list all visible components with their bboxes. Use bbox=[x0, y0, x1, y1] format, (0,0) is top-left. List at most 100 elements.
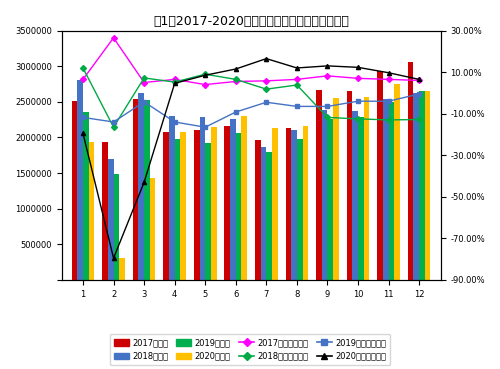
2020年同比增长率 bbox=[324, 64, 330, 68]
Bar bbox=[255, 139, 260, 280]
2018年同比增长率 bbox=[386, 118, 392, 122]
2018年同比增长率 bbox=[233, 77, 239, 82]
2018年同比增长率 bbox=[80, 66, 86, 70]
Line: 2019年同比增长率: 2019年同比增长率 bbox=[81, 92, 421, 129]
2020年同比增长率 bbox=[264, 56, 270, 61]
Line: 2017年同比增长率: 2017年同比增长率 bbox=[81, 36, 421, 87]
Bar bbox=[150, 178, 156, 280]
Bar bbox=[425, 91, 430, 280]
Bar bbox=[352, 111, 358, 280]
2018年同比增长率 bbox=[172, 80, 177, 84]
2017年同比增长率 bbox=[202, 82, 208, 87]
2019年同比增长率 bbox=[141, 100, 147, 104]
2019年同比增长率 bbox=[355, 99, 361, 103]
2019年同比增长率 bbox=[80, 115, 86, 120]
Bar bbox=[316, 90, 322, 280]
Bar bbox=[328, 119, 333, 280]
Bar bbox=[180, 132, 186, 280]
Bar bbox=[388, 102, 394, 280]
Bar bbox=[83, 112, 88, 280]
2019年同比增长率 bbox=[110, 120, 116, 124]
2017年同比增长率 bbox=[294, 77, 300, 82]
2017年同比增长率 bbox=[141, 80, 147, 85]
2019年同比增长率 bbox=[202, 125, 208, 130]
2018年同比增长率 bbox=[264, 87, 270, 92]
Bar bbox=[102, 142, 108, 280]
Bar bbox=[224, 126, 230, 280]
Bar bbox=[297, 139, 302, 280]
Bar bbox=[200, 117, 205, 280]
Bar bbox=[378, 71, 383, 280]
Bar bbox=[174, 139, 180, 280]
2019年同比增长率 bbox=[172, 120, 177, 124]
2018年同比增长率 bbox=[141, 76, 147, 80]
Title: 图1：2017-2020年月度汽车销量及同比变化情况: 图1：2017-2020年月度汽车销量及同比变化情况 bbox=[153, 15, 349, 28]
Bar bbox=[346, 91, 352, 280]
2019年同比增长率 bbox=[233, 110, 239, 114]
Bar bbox=[414, 93, 419, 280]
2020年同比增长率 bbox=[202, 73, 208, 77]
Bar bbox=[419, 91, 425, 280]
Bar bbox=[272, 128, 278, 280]
Bar bbox=[408, 62, 414, 280]
Bar bbox=[383, 99, 388, 280]
Bar bbox=[260, 147, 266, 280]
2018年同比增长率 bbox=[202, 72, 208, 76]
2020年同比增长率 bbox=[141, 180, 147, 184]
Bar bbox=[144, 100, 150, 280]
Bar bbox=[211, 127, 216, 280]
2017年同比增长率 bbox=[386, 77, 392, 82]
2020年同比增长率 bbox=[386, 70, 392, 75]
2019年同比增长率 bbox=[294, 104, 300, 108]
2019年同比增长率 bbox=[386, 99, 392, 103]
Bar bbox=[114, 175, 119, 280]
2018年同比增长率 bbox=[416, 117, 422, 122]
Bar bbox=[358, 117, 364, 280]
Bar bbox=[394, 84, 400, 280]
2017年同比增长率 bbox=[110, 36, 116, 40]
Bar bbox=[242, 116, 247, 280]
2020年同比增长率 bbox=[416, 77, 422, 82]
Bar bbox=[133, 99, 138, 280]
Bar bbox=[236, 133, 242, 280]
2020年同比增长率 bbox=[355, 65, 361, 69]
Bar bbox=[138, 93, 144, 280]
Bar bbox=[88, 142, 94, 280]
2018年同比增长率 bbox=[355, 117, 361, 121]
Bar bbox=[364, 97, 370, 280]
2020年同比增长率 bbox=[80, 131, 86, 136]
2017年同比增长率 bbox=[324, 74, 330, 78]
2020年同比增长率 bbox=[233, 67, 239, 71]
Bar bbox=[266, 152, 272, 280]
2017年同比增长率 bbox=[233, 79, 239, 84]
Bar bbox=[119, 258, 125, 280]
2018年同比增长率 bbox=[110, 125, 116, 130]
Legend: 2017年销量, 2018年销量, 2019年销量, 2020年销量, 2017年同比增长率, 2018年同比增长率, 2019年同比增长率, 2020年同比增: 2017年销量, 2018年销量, 2019年销量, 2020年销量, 2017… bbox=[110, 334, 390, 365]
Bar bbox=[230, 119, 236, 280]
2019年同比增长率 bbox=[324, 104, 330, 108]
2020年同比增长率 bbox=[110, 256, 116, 260]
Bar bbox=[169, 116, 174, 280]
2020年同比增长率 bbox=[294, 66, 300, 70]
2019年同比增长率 bbox=[264, 100, 270, 104]
Bar bbox=[164, 132, 169, 280]
Bar bbox=[302, 126, 308, 280]
Bar bbox=[108, 159, 114, 280]
Bar bbox=[291, 130, 297, 280]
Line: 2018年同比增长率: 2018年同比增长率 bbox=[81, 66, 421, 129]
Bar bbox=[333, 97, 339, 280]
2017年同比增长率 bbox=[264, 79, 270, 83]
2017年同比增长率 bbox=[80, 77, 86, 82]
2020年同比增长率 bbox=[172, 81, 177, 86]
Line: 2020年同比增长率: 2020年同比增长率 bbox=[81, 56, 421, 260]
2018年同比增长率 bbox=[294, 83, 300, 87]
2017年同比增长率 bbox=[416, 78, 422, 83]
Bar bbox=[72, 101, 78, 280]
Bar bbox=[286, 128, 291, 280]
2017年同比增长率 bbox=[172, 77, 177, 82]
Bar bbox=[78, 80, 83, 280]
2017年同比增长率 bbox=[355, 76, 361, 80]
Bar bbox=[194, 130, 200, 280]
Bar bbox=[322, 110, 328, 280]
2019年同比增长率 bbox=[416, 92, 422, 96]
